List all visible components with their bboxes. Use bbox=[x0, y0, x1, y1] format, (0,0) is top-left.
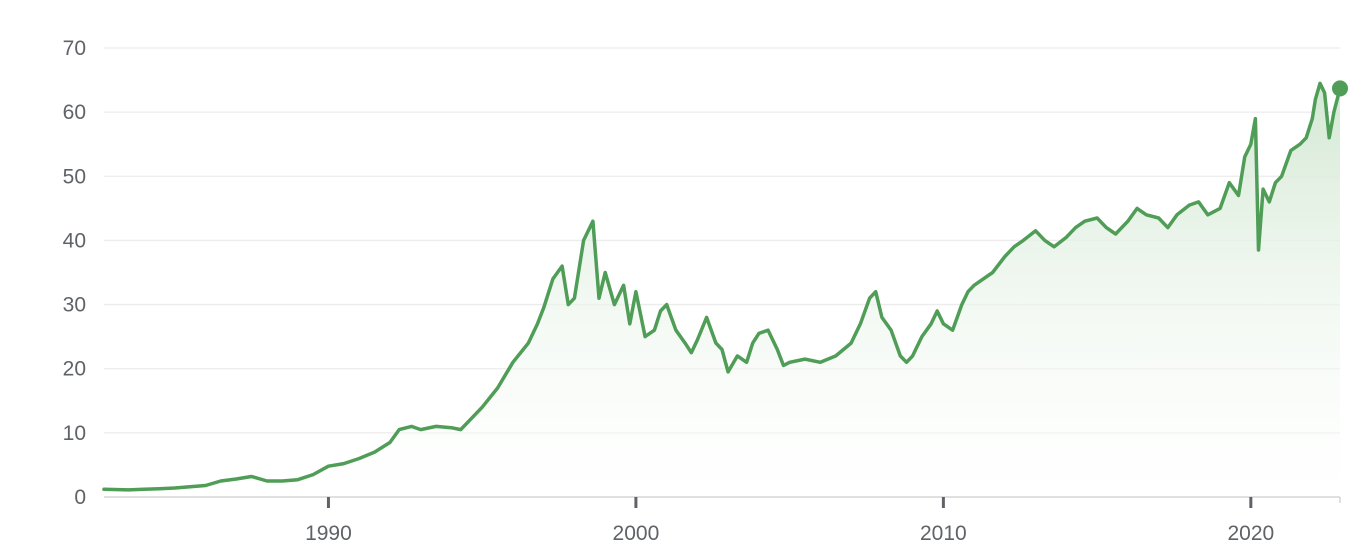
y-tick-label-30: 30 bbox=[63, 294, 86, 317]
marker-layer bbox=[1332, 80, 1348, 97]
last-point-marker[interactable] bbox=[1332, 80, 1348, 97]
tick-labels: 0 10 20 30 40 50 60 70 1990 2000 2010 2020 bbox=[63, 37, 1275, 545]
y-tick-label-40: 40 bbox=[63, 229, 86, 252]
area-fill-layer bbox=[104, 83, 1340, 498]
y-tick-label-0: 0 bbox=[74, 486, 86, 509]
area-fill bbox=[104, 83, 1340, 498]
y-tick-label-20: 20 bbox=[63, 358, 86, 381]
x-tick-label-1990: 1990 bbox=[305, 522, 352, 545]
y-tick-label-60: 60 bbox=[63, 101, 86, 124]
x-tick-label-2020: 2020 bbox=[1227, 522, 1274, 545]
line-layer bbox=[102, 81, 1342, 492]
y-tick-label-70: 70 bbox=[63, 37, 86, 60]
x-axis bbox=[104, 496, 1341, 508]
price-line bbox=[102, 81, 1342, 492]
y-tick-label-50: 50 bbox=[63, 165, 86, 188]
gridlines bbox=[104, 47, 1340, 434]
x-tick-label-2000: 2000 bbox=[613, 522, 660, 545]
y-tick-label-10: 10 bbox=[63, 422, 86, 445]
x-tick-label-2010: 2010 bbox=[920, 522, 967, 545]
